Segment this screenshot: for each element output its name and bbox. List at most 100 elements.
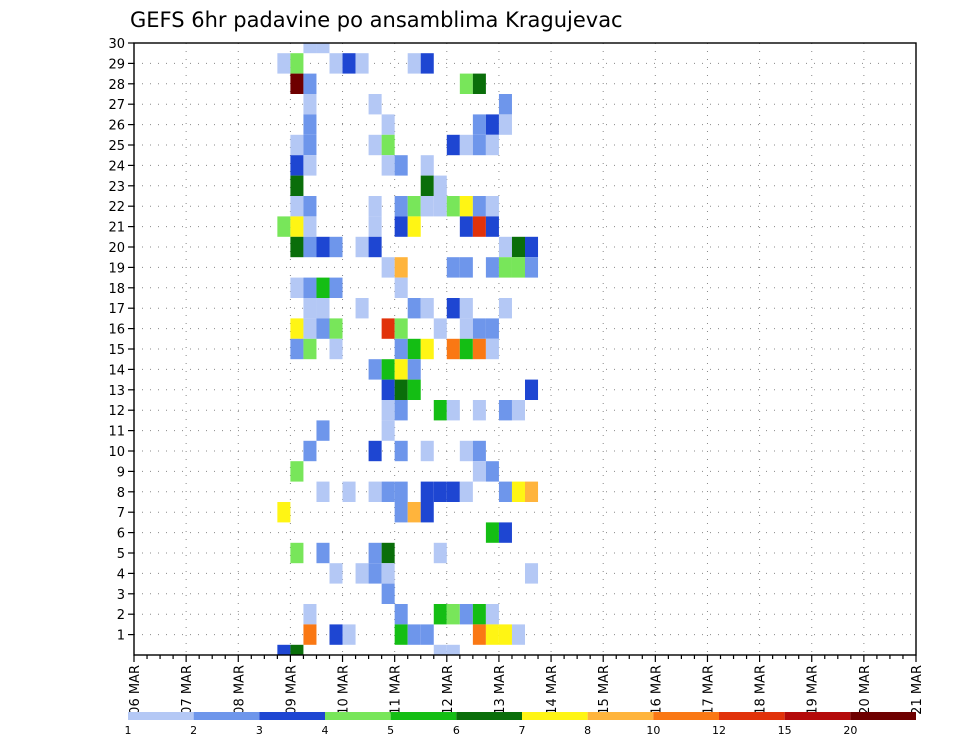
heatmap-cell: [498, 522, 512, 543]
heatmap-cell: [407, 359, 421, 380]
heatmap-cell: [407, 298, 421, 319]
heatmap-cell: [290, 134, 304, 156]
heatmap-cell: [290, 236, 304, 258]
heatmap-cell: [316, 236, 330, 258]
heatmap-cell: [329, 624, 343, 645]
heatmap-cell: [394, 400, 408, 421]
heatmap-cell: [368, 196, 382, 217]
y-tick-label: 14: [108, 363, 125, 378]
y-tick-label: 23: [108, 180, 125, 195]
heatmap-cell: [459, 318, 473, 339]
heatmap-cell: [498, 481, 512, 502]
heatmap-cell: [525, 236, 539, 258]
y-tick-label: 13: [108, 384, 125, 399]
heatmap-cell: [498, 114, 512, 135]
colorbar-swatch: [259, 712, 325, 720]
heatmap-cell: [290, 318, 304, 339]
heatmap-cell: [407, 216, 421, 237]
colorbar-swatch: [193, 712, 260, 720]
x-tick-label: 12 MAR: [441, 665, 456, 715]
heatmap-cell: [485, 257, 499, 278]
heatmap-cell: [485, 134, 499, 156]
heatmap-cell: [316, 318, 330, 339]
heatmap-cell: [420, 53, 434, 74]
colorbar-swatch: [719, 712, 785, 720]
heatmap-cell: [459, 604, 473, 625]
heatmap-cell: [290, 644, 304, 655]
heatmap-cell: [394, 604, 408, 625]
heatmap-cell: [433, 481, 447, 502]
x-tick-label: 16 MAR: [649, 665, 664, 715]
heatmap-cell: [394, 481, 408, 502]
heatmap-cell: [290, 277, 304, 298]
heatmap-cell: [446, 481, 460, 502]
heatmap-cell: [394, 440, 408, 462]
heatmap-cell: [485, 461, 499, 482]
y-tick-label: 24: [108, 159, 125, 174]
heatmap-cell: [485, 318, 499, 339]
y-tick-label: 21: [108, 221, 125, 236]
heatmap-cell: [407, 53, 421, 74]
heatmap-cell: [303, 196, 317, 217]
heatmap-cell: [433, 542, 447, 564]
heatmap-cell: [433, 318, 447, 339]
heatmap-cell: [303, 318, 317, 339]
colorbar-label: 5: [387, 724, 394, 737]
heatmap-cell: [498, 94, 512, 115]
heatmap-cell: [511, 624, 525, 645]
heatmap-cell: [407, 379, 421, 400]
heatmap-cell: [290, 542, 304, 564]
heatmap-cell: [316, 277, 330, 298]
heatmap-cell: [420, 196, 434, 217]
y-tick-label: 15: [108, 343, 125, 358]
heatmap-cell: [277, 502, 291, 523]
heatmap-cell: [511, 400, 525, 421]
heatmap-cell: [498, 298, 512, 319]
heatmap-cell: [355, 298, 369, 319]
y-tick-label: 7: [117, 506, 125, 521]
y-tick-label: 11: [108, 425, 125, 440]
heatmap-cell: [407, 624, 421, 645]
heatmap-cell: [485, 604, 499, 625]
heatmap-cell: [525, 481, 539, 502]
heatmap-cell: [472, 318, 486, 339]
heatmap-cell: [303, 604, 317, 625]
heatmap-cell: [368, 563, 382, 584]
y-tick-label: 8: [117, 486, 125, 501]
heatmap-cell: [355, 236, 369, 258]
x-tick-label: 13 MAR: [493, 665, 508, 715]
x-tick-label: 06 MAR: [128, 665, 143, 715]
heatmap-cell: [277, 216, 291, 237]
heatmap-cell: [420, 502, 434, 523]
y-tick-label: 26: [108, 119, 125, 134]
heatmap-cell: [329, 563, 343, 584]
heatmap-cell: [459, 73, 473, 94]
colorbar-label: 4: [322, 724, 329, 737]
heatmap-cell: [433, 196, 447, 217]
heatmap-cell: [485, 338, 499, 360]
heatmap-cell: [394, 359, 408, 380]
heatmap-cell: [394, 277, 408, 298]
heatmap-cell: [394, 338, 408, 360]
heatmap-cell: [485, 216, 499, 237]
heatmap-cell: [316, 481, 330, 502]
heatmap-cell: [433, 175, 447, 196]
heatmap-cell: [511, 257, 525, 278]
y-tick-label: 28: [108, 78, 125, 93]
heatmap-cell: [459, 134, 473, 156]
heatmap-cell: [498, 624, 512, 645]
heatmap-cell: [394, 318, 408, 339]
heatmap-cell: [368, 134, 382, 156]
heatmap-cell: [472, 73, 486, 94]
heatmap-cell: [381, 420, 395, 441]
heatmap-cell: [459, 338, 473, 360]
heatmap-cell: [329, 338, 343, 360]
heatmap-cell: [316, 43, 330, 54]
colorbar-swatch: [587, 712, 654, 720]
x-tick-label: 10 MAR: [337, 665, 352, 715]
y-tick-label: 20: [108, 241, 125, 256]
heatmap-cell: [303, 277, 317, 298]
heatmap-cell: [342, 53, 356, 74]
x-tick-label: 07 MAR: [180, 665, 195, 715]
